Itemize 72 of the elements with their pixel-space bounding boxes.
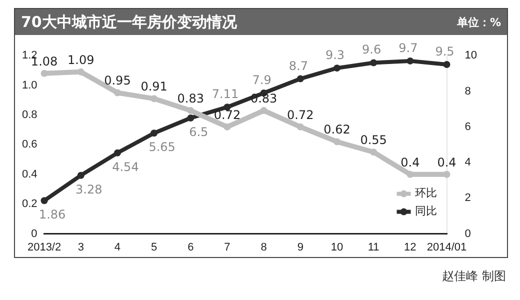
point	[296, 75, 304, 82]
y-tick-label: 0.8	[22, 109, 38, 122]
point	[114, 149, 121, 156]
y-tick-label: 0.2	[22, 198, 38, 210]
data-label: 8.7	[288, 58, 308, 73]
point	[260, 107, 268, 114]
x-tick-label: 7	[224, 241, 230, 254]
y-tick-label: 0.4	[22, 168, 38, 180]
y-tick-label: 0	[31, 228, 38, 240]
y2-tick-label: 10	[464, 50, 478, 62]
text: 赵佳峰 制图	[441, 268, 506, 285]
data-label: 0.91	[140, 80, 168, 94]
x-tick-label: 6	[188, 241, 194, 254]
x-tick-label: 3	[78, 241, 84, 254]
y2-tick-label: 4	[464, 156, 471, 169]
x-tick-label: 10	[330, 241, 344, 254]
x-tick-label: 5	[150, 241, 158, 254]
data-label: 0.72	[214, 108, 241, 122]
chart-title: 70大中城市近一年房价变动情况	[21, 12, 237, 32]
point	[40, 70, 48, 77]
x-tick-label: 4	[114, 241, 121, 254]
x-tick-label: 8	[260, 241, 267, 254]
data-label: 0.4	[400, 155, 420, 170]
point	[187, 107, 194, 114]
point	[77, 172, 84, 179]
point	[370, 148, 378, 156]
data-label: 9.5	[435, 44, 454, 59]
point	[406, 57, 414, 64]
point	[406, 170, 414, 178]
y2-tick-label: 0	[464, 228, 471, 240]
data-label: 0.83	[177, 92, 204, 106]
data-label: 0.4	[437, 155, 456, 170]
data-label: 0.55	[360, 133, 387, 148]
y2-tick-label: 8	[464, 85, 471, 98]
data-label: 0.62	[324, 122, 350, 137]
legend-label: 同比	[414, 204, 437, 218]
point	[187, 114, 194, 122]
data-label: 6.5	[189, 124, 208, 139]
data-label: 5.65	[148, 140, 176, 154]
point	[443, 61, 450, 68]
point	[40, 197, 48, 204]
data-label: 1.86	[38, 208, 66, 222]
point	[334, 64, 340, 72]
y-tick-label: 0.6	[22, 138, 38, 151]
data-label: 0.72	[287, 108, 314, 122]
data-label: 0.95	[104, 74, 131, 88]
text: 单位：%	[456, 14, 501, 30]
point	[224, 123, 231, 130]
data-label: 7.9	[252, 73, 272, 88]
x-tick-label: 12	[404, 241, 416, 254]
x-tick-label: 2013/2	[27, 241, 62, 254]
point	[114, 89, 121, 96]
point	[334, 138, 340, 146]
y2-tick-label: 2	[464, 192, 471, 204]
point	[296, 123, 304, 130]
data-label: 7.11	[212, 87, 239, 102]
data-label: 4.54	[112, 160, 139, 174]
y2-tick-label: 6	[464, 120, 471, 133]
x-tick-label: 11	[368, 241, 380, 254]
data-label: 9.3	[325, 48, 345, 62]
point	[443, 170, 450, 178]
data-label: 3.28	[76, 182, 102, 196]
data-label: 1.09	[68, 52, 94, 67]
data-label: 9.7	[398, 40, 418, 55]
point	[150, 95, 158, 102]
point	[150, 130, 158, 137]
legend-label: 环比	[414, 186, 437, 200]
x-tick-label: 2014/01	[426, 241, 467, 254]
x-tick-label: 9	[297, 241, 304, 254]
data-label: 9.6	[362, 42, 382, 57]
y-tick-label: 1.0	[22, 79, 38, 92]
point	[370, 59, 378, 66]
